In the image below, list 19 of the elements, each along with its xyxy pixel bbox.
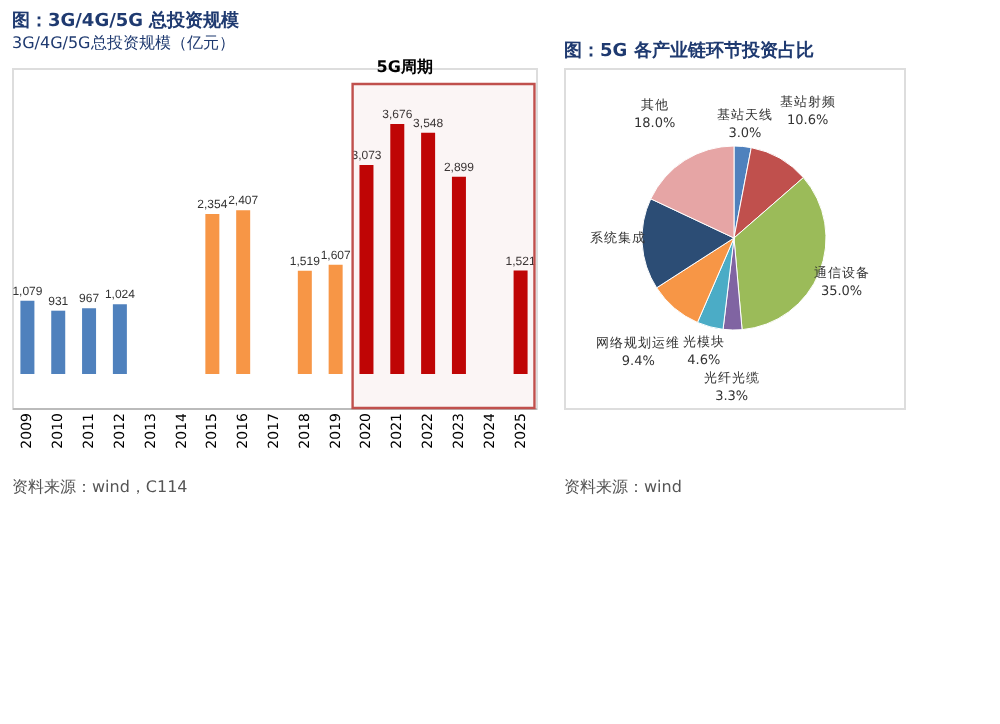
bar: [82, 308, 97, 374]
chart-title: 图：3G/4G/5G 总投资规模: [12, 10, 242, 32]
bar: [421, 132, 436, 374]
band-label: 5G周期: [376, 58, 433, 76]
bar: [328, 264, 343, 374]
bar: [451, 176, 466, 374]
text: 资料来源：wind: [564, 478, 682, 496]
chart-subtitle: 3G/4G/5G总投资规模（亿元）: [12, 34, 235, 52]
bar: [51, 310, 66, 374]
bar: [297, 270, 312, 374]
bar: [236, 210, 251, 374]
bar: [513, 270, 528, 374]
bar: [390, 124, 405, 374]
bar: [20, 300, 35, 374]
bar: [112, 304, 127, 374]
bar: [359, 165, 374, 374]
bar: [205, 213, 220, 374]
text: 资料来源：wind，C114: [12, 478, 188, 496]
chart-title: 图：5G 各产业链环节投资占比: [564, 40, 814, 62]
